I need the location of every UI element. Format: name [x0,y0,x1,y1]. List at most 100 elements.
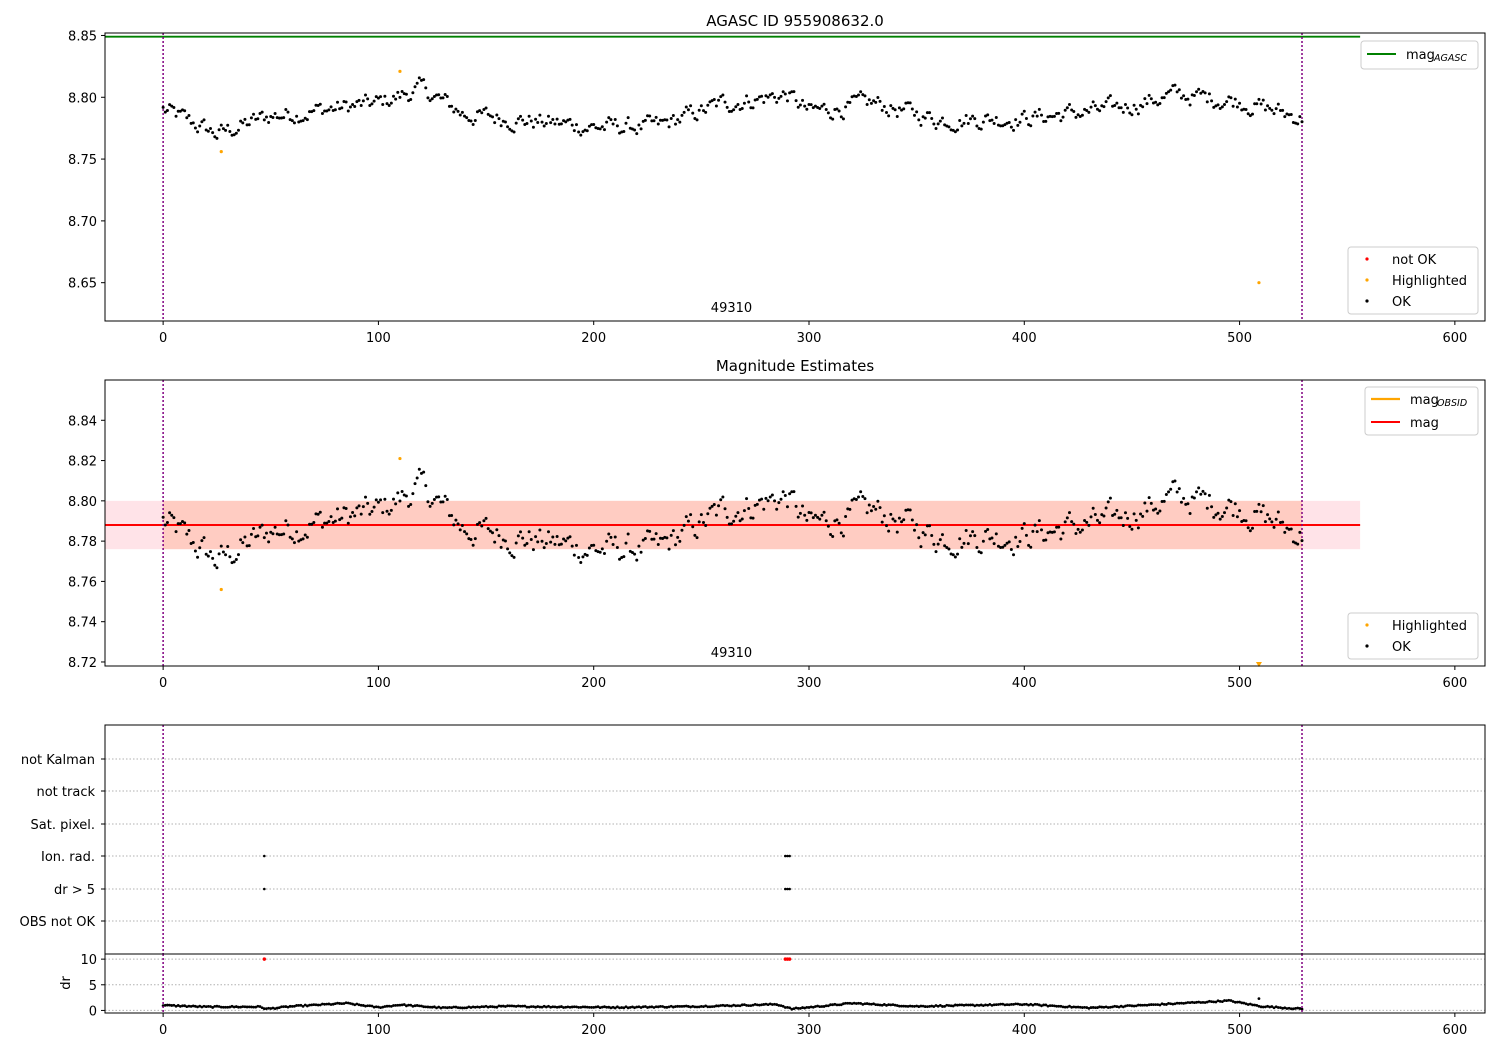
dr-point-445 [1119,1004,1123,1008]
dr-point-259 [719,1004,723,1007]
panel2-ok-point-27 [219,544,223,548]
ok-point-329 [869,101,873,105]
ok-point-183 [555,117,559,121]
dr-point-106 [389,1004,393,1008]
panel2-ok-point-387 [994,532,998,536]
dr-point-102 [381,1005,385,1009]
dr-point-46 [260,1006,264,1010]
panel2-ok-point-22 [208,550,212,554]
dr-point-100 [377,1005,380,1009]
dr-point-107 [392,1004,395,1007]
panel2-ok-point-65 [301,537,305,541]
panel2-ok-point-422 [1070,520,1074,524]
dr-point-55 [280,1005,283,1009]
dr-point-43 [254,1005,258,1009]
panel2-ok-point-23 [211,556,215,560]
panel2-ok-point-216 [626,532,630,536]
ok-point-228 [652,119,656,123]
ok-point-39 [245,123,249,127]
dr-point-111 [400,1003,404,1007]
dr-point-147 [478,1005,481,1009]
ok-point-496 [1229,96,1233,100]
ok-point-445 [1119,106,1123,110]
ok-point-350 [915,110,919,114]
panel2-ok-point-270 [742,509,746,513]
ok-point-126 [432,94,436,98]
ok-point-73 [318,102,322,106]
ok-point-387 [994,116,998,120]
panel2-ok-point-271 [745,497,749,501]
dr-point-526 [1294,1006,1297,1010]
ok-point-33 [232,133,236,137]
panel4-frame [104,953,1486,1014]
panel2-ok-point-247 [693,533,697,537]
dr-point-352 [919,1004,923,1008]
ok-point-302 [811,106,815,110]
dr-point-223 [641,1005,645,1009]
dr-point-449 [1128,1004,1132,1007]
panel2-ok-point-195 [581,555,585,559]
dr-point-341 [895,1004,899,1007]
panel2-ok-point-281 [766,499,770,503]
panel2-ok-point-226 [648,529,652,533]
panel2-highlighted-point-1 [398,456,402,461]
panel2-ok-point-420 [1065,516,1069,520]
ok-point-419 [1063,108,1067,112]
dr-point-488 [1212,1000,1216,1004]
dr-point-214 [622,1006,626,1010]
dr-point-218 [631,1005,634,1009]
dr-point-235 [667,1005,671,1009]
panel2-ok-point-47 [262,536,266,540]
dr-point-190 [570,1005,574,1009]
panel2-ok-point-390 [1001,545,1005,549]
dr-point-242 [682,1004,686,1008]
dr-point-240 [678,1004,682,1008]
dr-point-299 [805,1005,809,1009]
ok-point-443 [1115,101,1119,105]
dr-point-368 [953,1003,957,1007]
dr-point-337 [887,1003,891,1007]
dr-point-436 [1100,1005,1104,1009]
ok-point-245 [689,104,693,108]
panel2-ok-point-138 [458,528,462,532]
panel2-ok-point-357 [930,534,934,538]
dr-point-47 [262,1007,266,1011]
panel2-ok-point-41 [249,532,253,536]
dr-point-93 [361,1004,365,1007]
panel2-ok-point-191 [572,553,576,557]
ok-point-121 [422,78,426,82]
dr-point-224 [643,1005,647,1008]
panel1-xtick-label-200: 200 [581,331,606,346]
panel2-ok-point-436 [1100,513,1104,517]
panel2-ok-point-101 [379,498,383,502]
dr-point-493 [1223,999,1226,1002]
ok-point-367 [951,128,955,132]
dr-point-69 [310,1003,314,1007]
panel2-ok-point-404 [1031,529,1035,533]
ok-point-28 [221,127,225,131]
panel4-ytick-label-0: 0 [89,1004,97,1019]
panel2-ok-point-58 [286,523,290,527]
panel2-ok-point-305 [818,517,822,521]
panel2-ok-point-265 [732,519,736,523]
dr-point-487 [1210,1000,1213,1004]
dr-point-192 [575,1005,578,1009]
ok-point-18 [200,120,204,124]
flag-label-3: Ion. rad. [41,850,95,865]
dr-point-322 [854,1002,858,1005]
panel2-ok-point-88 [351,511,355,515]
ok-point-414 [1052,114,1056,118]
dr-point-307 [822,1005,826,1008]
ok-point-110 [398,95,402,99]
panel2-ok-point-121 [422,470,426,474]
panel2-ok-point-485 [1205,506,1209,510]
ok-point-85 [344,100,348,104]
dr-point-99 [374,1005,378,1009]
dr-point-9 [181,1004,184,1008]
panel1-xtick-label-600: 600 [1442,331,1467,346]
dr-point-75 [323,1002,326,1006]
panel2-ok-point-474 [1182,496,1186,500]
dr-point-364 [945,1003,949,1007]
ok-point-111 [400,90,404,94]
dr-point-358 [932,1005,936,1008]
